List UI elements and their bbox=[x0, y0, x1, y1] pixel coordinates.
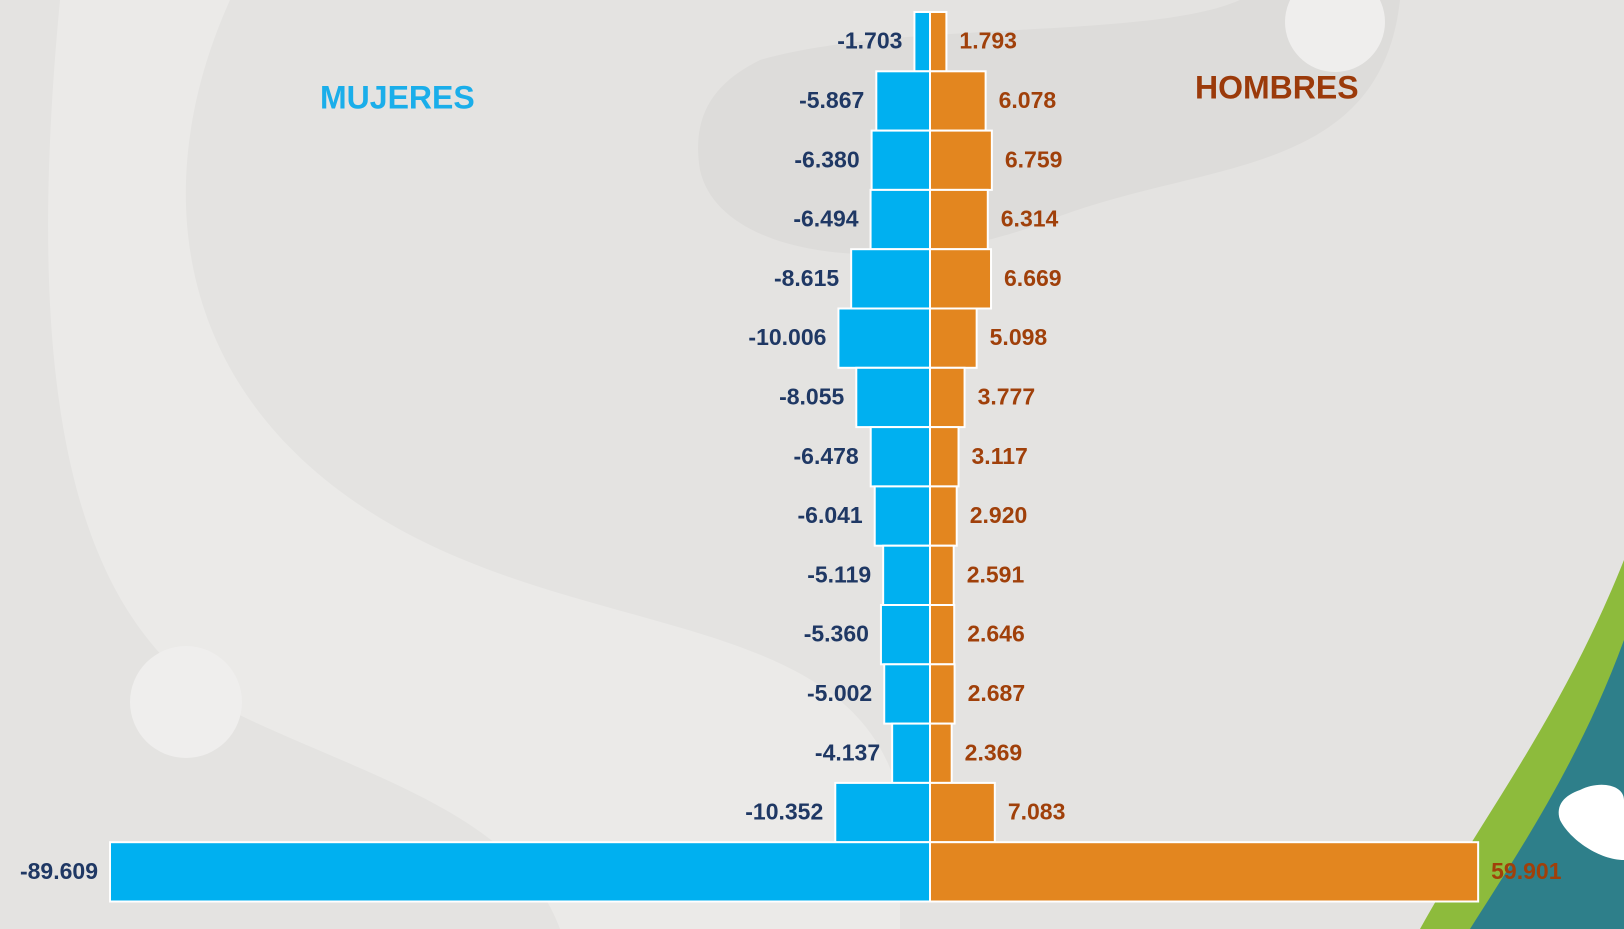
value-label: -6.380 bbox=[794, 146, 859, 172]
bar bbox=[930, 427, 959, 486]
bar bbox=[851, 249, 930, 308]
page: {"chart_data": {"type": "bar", "orientat… bbox=[0, 0, 1624, 929]
value-label: 6.314 bbox=[1001, 206, 1059, 232]
bar bbox=[930, 12, 946, 71]
value-label: 2.369 bbox=[965, 739, 1023, 765]
bar bbox=[930, 546, 954, 605]
bar bbox=[875, 486, 930, 545]
bar bbox=[876, 71, 930, 130]
value-label: 7.083 bbox=[1008, 799, 1066, 825]
legend-label: MUJERES bbox=[320, 79, 475, 115]
value-label: -10.352 bbox=[745, 799, 823, 825]
bar bbox=[914, 12, 930, 71]
bar bbox=[881, 605, 930, 664]
bar bbox=[930, 605, 954, 664]
bar bbox=[835, 783, 930, 842]
value-label: -5.002 bbox=[807, 680, 872, 706]
value-label: -1.703 bbox=[837, 28, 902, 54]
bar bbox=[930, 131, 992, 190]
bar bbox=[930, 309, 977, 368]
value-label: 1.793 bbox=[959, 28, 1017, 54]
value-label: 6.078 bbox=[999, 87, 1057, 113]
value-label: -5.867 bbox=[799, 87, 864, 113]
value-label: -6.041 bbox=[798, 502, 863, 528]
value-label: 6.669 bbox=[1004, 265, 1062, 291]
value-label: -8.615 bbox=[774, 265, 839, 291]
bar bbox=[930, 724, 952, 783]
value-label: -8.055 bbox=[779, 384, 844, 410]
value-label: -89.609 bbox=[20, 858, 98, 884]
bar bbox=[872, 131, 930, 190]
value-label: -6.494 bbox=[793, 206, 858, 232]
bar bbox=[930, 842, 1478, 901]
bar bbox=[930, 783, 995, 842]
bar bbox=[930, 249, 991, 308]
value-label: -5.360 bbox=[804, 621, 869, 647]
value-label: -6.478 bbox=[794, 443, 859, 469]
value-label: 2.920 bbox=[970, 502, 1028, 528]
bar bbox=[838, 309, 930, 368]
bar bbox=[883, 546, 930, 605]
bar bbox=[871, 190, 930, 249]
chart: -1.703 -5.867 -6.380 -6.494 -8.615 -10.006 -8.… bbox=[0, 0, 1624, 929]
value-label: 3.777 bbox=[978, 384, 1036, 410]
value-label: 2.687 bbox=[968, 680, 1026, 706]
value-label: -10.006 bbox=[748, 324, 826, 350]
bar bbox=[892, 724, 930, 783]
legend-label: HOMBRES bbox=[1195, 69, 1359, 105]
bar bbox=[930, 71, 986, 130]
bar bbox=[110, 842, 930, 901]
value-label: 2.646 bbox=[967, 621, 1025, 647]
bar bbox=[930, 486, 957, 545]
value-label: 59.901 bbox=[1491, 858, 1562, 884]
value-label: 2.591 bbox=[967, 561, 1025, 587]
value-label: 6.759 bbox=[1005, 146, 1063, 172]
bar bbox=[930, 368, 965, 427]
bar bbox=[856, 368, 930, 427]
bar bbox=[871, 427, 930, 486]
value-label: -4.137 bbox=[815, 739, 880, 765]
value-label: 3.117 bbox=[972, 443, 1028, 469]
bar bbox=[930, 664, 955, 723]
value-label: -5.119 bbox=[807, 561, 871, 587]
value-label: 5.098 bbox=[990, 324, 1048, 350]
bar bbox=[930, 190, 988, 249]
bar bbox=[884, 664, 930, 723]
